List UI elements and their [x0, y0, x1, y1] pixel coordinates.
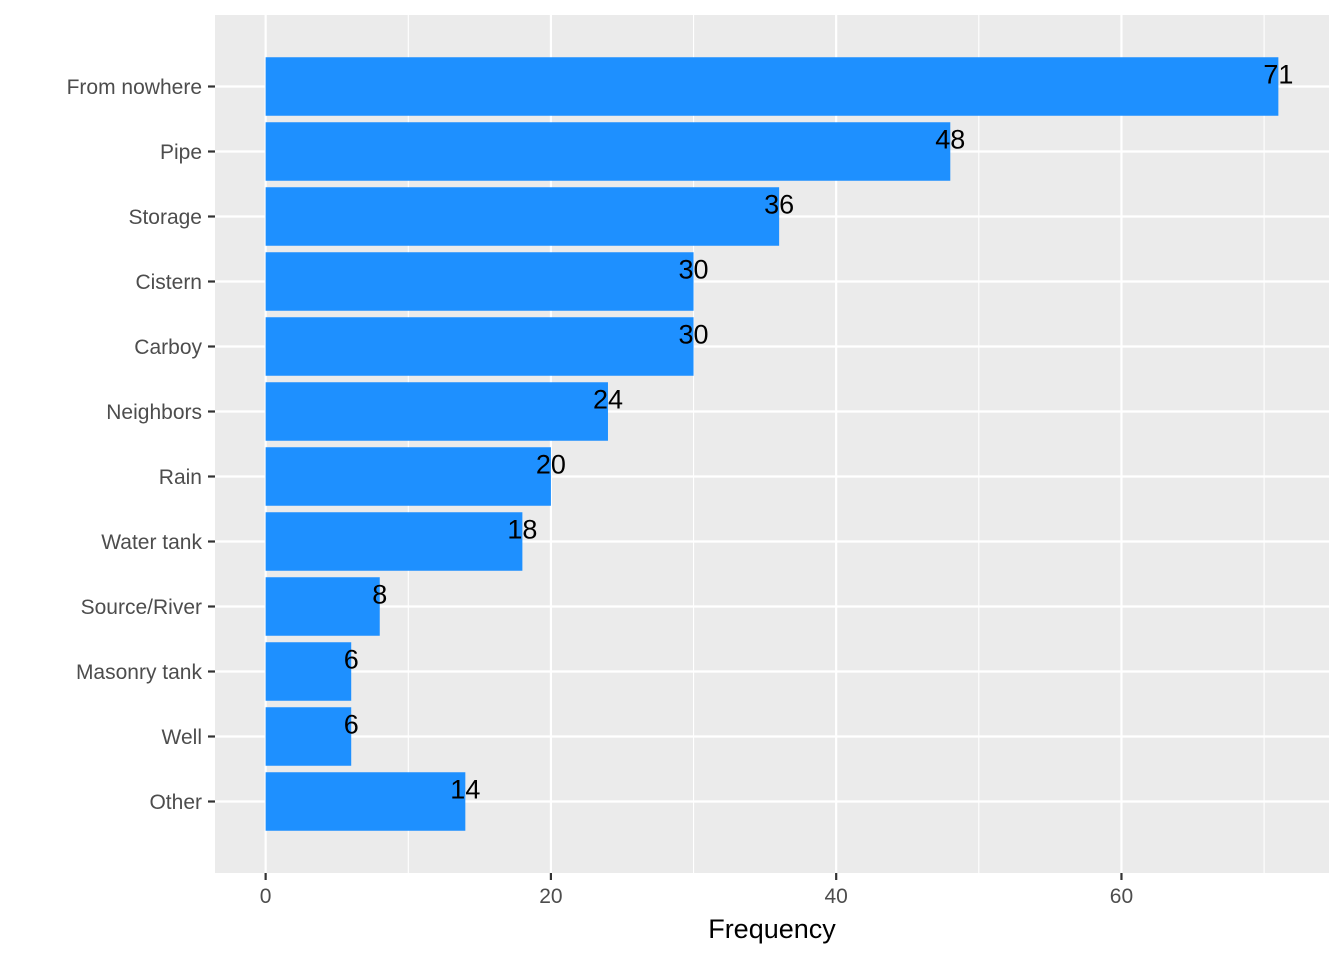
data-label: 30: [679, 320, 709, 350]
y-tick-label: Carboy: [134, 336, 202, 359]
data-label: 24: [593, 385, 623, 415]
data-label: 6: [344, 645, 359, 675]
x-axis-title: Frequency: [708, 914, 836, 944]
y-tick-label: Well: [162, 726, 202, 749]
data-label: 48: [935, 125, 965, 155]
bar: [265, 772, 466, 831]
x-tick-label: 20: [539, 885, 562, 908]
y-tick-label: Water tank: [101, 531, 202, 554]
bar: [265, 122, 951, 181]
bar: [265, 317, 694, 376]
y-tick-label: Masonry tank: [76, 661, 203, 684]
bar: [265, 512, 523, 571]
x-tick-label: 40: [825, 885, 848, 908]
data-label: 6: [344, 710, 359, 740]
data-labels: 71 48 36 30 30 24 20 18 8 6 6 14: [344, 60, 1294, 805]
data-label: 8: [372, 580, 387, 610]
bar: [265, 382, 608, 441]
data-label: 71: [1263, 60, 1293, 90]
y-axis: From nowhere Pipe Storage Cistern Carboy Neig…: [67, 76, 215, 814]
data-label: 14: [450, 775, 480, 805]
y-tick-label: Other: [149, 791, 202, 814]
data-label: 18: [507, 515, 537, 545]
bar: [265, 707, 352, 766]
bars: [265, 57, 1279, 831]
y-tick-label: Storage: [128, 206, 202, 229]
bar: [265, 187, 780, 246]
y-tick-label: Source/River: [81, 596, 202, 619]
y-tick-label: From nowhere: [67, 76, 202, 99]
bar: [265, 577, 380, 636]
bar: [265, 57, 1279, 116]
bar: [265, 447, 551, 506]
data-label: 36: [764, 190, 794, 220]
x-tick-label: 0: [260, 885, 272, 908]
y-tick-label: Cistern: [135, 271, 202, 294]
y-tick-label: Rain: [159, 466, 202, 489]
bar: [265, 642, 352, 701]
x-tick-label: 60: [1110, 885, 1133, 908]
bar: [265, 252, 694, 311]
data-label: 30: [679, 255, 709, 285]
data-label: 20: [536, 450, 566, 480]
y-tick-label: Neighbors: [106, 401, 202, 424]
y-tick-label: Pipe: [160, 141, 202, 164]
x-axis: 0 20 40 60: [260, 873, 1133, 908]
